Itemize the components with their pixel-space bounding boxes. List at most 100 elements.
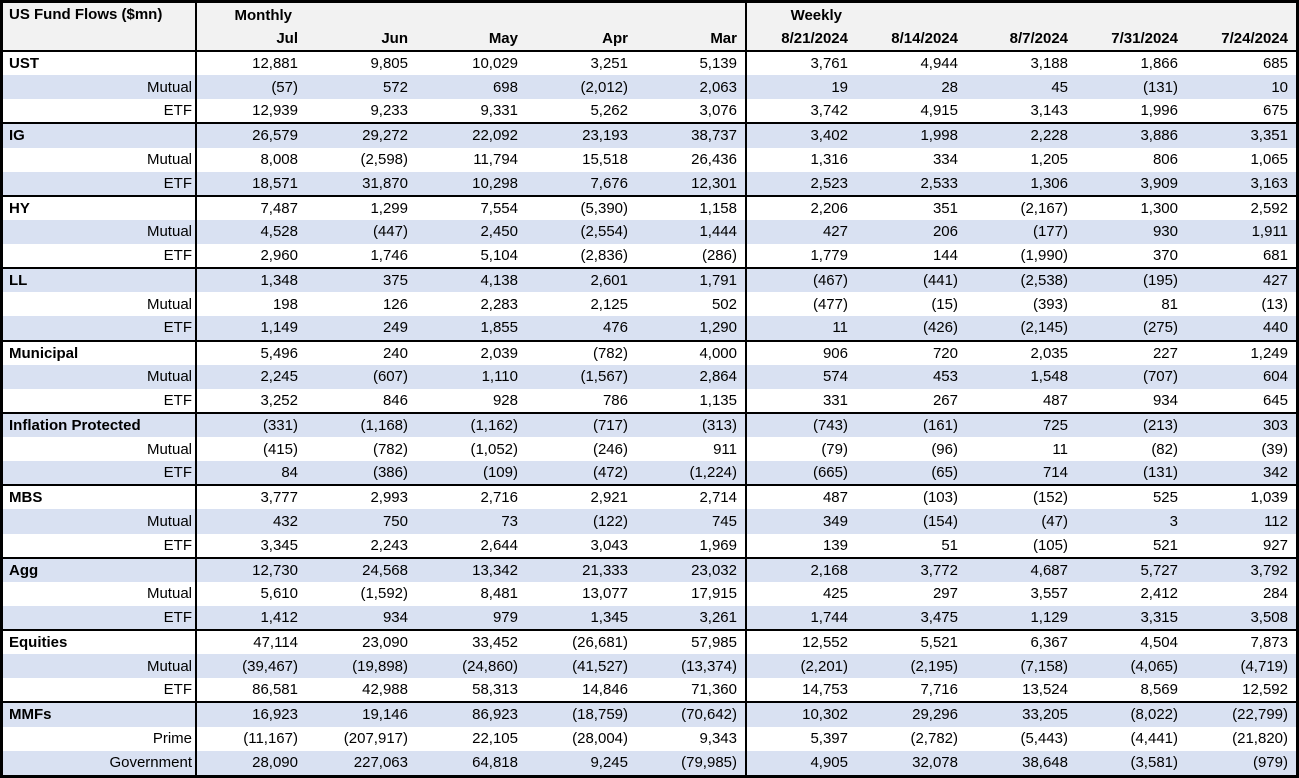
cell-value: (122) <box>526 509 636 534</box>
cell-value: (665) <box>745 461 856 486</box>
cell-value: (1,052) <box>470 440 518 458</box>
cell-value: 453 <box>856 364 966 389</box>
cell-value: 930 <box>1076 219 1186 244</box>
monthly-group-header: Monthly <box>196 3 306 27</box>
cell-value: 502 <box>711 295 737 313</box>
cell-value: (47) <box>966 509 1076 534</box>
column-header-7-24-2024: 7/24/2024 <box>1186 27 1296 52</box>
cell-value: 45 <box>966 75 1076 100</box>
cell-value: 5,104 <box>480 247 518 265</box>
cell-value: 284 <box>1262 585 1288 603</box>
table-row: ETF 1,149 249 1,855 476 1,290 11 (426) (2,145) (2… <box>3 316 1296 341</box>
cell-value: (79,985) <box>636 750 746 775</box>
cell-value: 1,205 <box>1030 151 1068 169</box>
cell-value: 3,742 <box>745 99 856 124</box>
cell-value: 126 <box>382 295 408 313</box>
cell-value: (109) <box>416 461 526 486</box>
sub-row-label: Mutual <box>3 509 197 534</box>
cell-value: 928 <box>492 391 518 409</box>
cell-value: 297 <box>932 585 958 603</box>
cell-value: 698 <box>416 75 526 100</box>
cell-value: 1,249 <box>1186 339 1296 365</box>
cell-value: 3,909 <box>1076 171 1186 196</box>
cell-value: 13,342 <box>416 556 526 582</box>
cell-value: 58,313 <box>472 681 518 699</box>
header-spacer <box>856 3 1296 27</box>
table-row: ETF 2,960 1,746 5,104 (2,836) (286) 1,779 144 (1… <box>3 244 1296 269</box>
cell-value: (4,719) <box>1186 654 1296 679</box>
cell-value: 1,158 <box>636 194 746 220</box>
sub-row-label: ETF <box>3 171 197 196</box>
cell-value: (177) <box>966 219 1076 244</box>
cell-value: (1,162) <box>416 411 526 437</box>
cell-value: (18,759) <box>526 701 636 727</box>
cell-value: 28,090 <box>196 750 306 775</box>
cell-value: 227,063 <box>306 750 416 775</box>
cell-value: (4,065) <box>1076 654 1186 679</box>
cell-value: (1,567) <box>526 364 636 389</box>
cell-value: 2,450 <box>416 219 526 244</box>
cell-value: 11,794 <box>473 151 518 169</box>
category-label: LL <box>3 267 197 293</box>
cell-value: 1,444 <box>636 219 746 244</box>
cell-value: 14,846 <box>582 681 628 699</box>
cell-value: 1,969 <box>699 536 737 554</box>
category-label: Municipal <box>3 339 197 365</box>
cell-value: (2,538) <box>966 267 1076 293</box>
cell-value: 24,568 <box>306 556 416 582</box>
cell-value: 846 <box>382 391 408 409</box>
cell-value: 2,993 <box>306 484 416 510</box>
cell-value: 8,008 <box>260 151 298 169</box>
cell-value: 10 <box>1186 75 1296 100</box>
table-row: Mutual 4,528 (447) 2,450 (2,554) 1,444 427 206(… <box>3 219 1296 244</box>
cell-value: 1,866 <box>1076 49 1186 76</box>
column-header-mar: Mar <box>636 27 746 52</box>
cell-value: 2,960 <box>260 247 298 265</box>
cell-value: 7,676 <box>526 171 636 196</box>
cell-value: 349 <box>745 509 856 534</box>
cell-value: 3,251 <box>526 49 636 76</box>
column-header-jul: Jul <box>196 27 306 52</box>
cell-value: 22,092 <box>416 122 526 148</box>
table-row: UST 12,881 9,805 10,029 3,251 5,139 3,761 4,944… <box>3 49 1296 76</box>
cell-value: (131) <box>1076 75 1186 100</box>
cell-value: 4,504 <box>1076 628 1186 655</box>
cell-value: (5,390) <box>526 194 636 220</box>
cell-value: 12,552 <box>745 628 856 655</box>
cell-value: 1,129 <box>966 605 1076 630</box>
cell-value: 3,508 <box>1186 605 1296 630</box>
column-header-8-14-2024: 8/14/2024 <box>856 27 966 52</box>
cell-value: 331 <box>745 388 856 413</box>
cell-value: 604 <box>1186 364 1296 389</box>
cell-value: 342 <box>1186 461 1296 486</box>
cell-value: 12,881 <box>196 49 306 76</box>
cell-value: (472) <box>526 461 636 486</box>
cell-value: 12,730 <box>196 556 306 582</box>
table-row: Mutual (39,467) (19,898) (24,860) (41,527) (1… <box>3 654 1296 679</box>
cell-value: (70,642) <box>636 701 746 727</box>
cell-value: 1,290 <box>636 316 746 341</box>
cell-value: 8,481 <box>480 585 518 603</box>
cell-value: (477) <box>745 292 856 317</box>
weekly-group-header: Weekly <box>745 3 856 27</box>
cell-value: 2,601 <box>526 267 636 293</box>
cell-value: 3,143 <box>1030 102 1068 120</box>
cell-value: (415) <box>262 440 298 458</box>
category-label: HY <box>3 194 197 220</box>
table-row: Mutual 432 750 73 (122) 745 349 (154) (47) 3 112 <box>3 509 1296 534</box>
cell-value: 1,135 <box>699 391 737 409</box>
sub-row-label: Mutual <box>3 147 197 172</box>
cell-value: 139 <box>745 533 856 558</box>
cell-value: (3,581) <box>1076 750 1186 775</box>
cell-value: (467) <box>745 267 856 293</box>
cell-value: 26,436 <box>691 151 737 169</box>
cell-value: 3,252 <box>260 391 298 409</box>
cell-value: 11 <box>1052 440 1068 458</box>
cell-value: 806 <box>1152 151 1178 169</box>
column-header-8-7-2024: 8/7/2024 <box>966 27 1076 52</box>
cell-value: 3,886 <box>1076 122 1186 148</box>
cell-value: 3,402 <box>745 122 856 148</box>
cell-value: 906 <box>745 339 856 365</box>
cell-value: 572 <box>306 75 416 100</box>
